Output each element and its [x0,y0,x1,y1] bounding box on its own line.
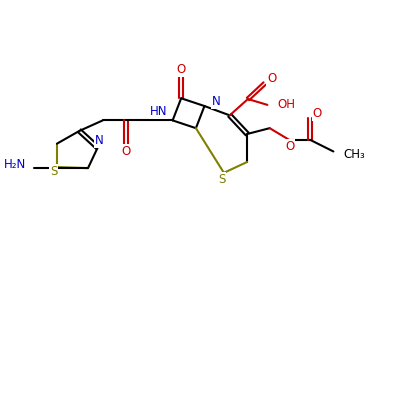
Text: S: S [218,173,226,186]
Text: CH₃: CH₃ [343,148,365,161]
Text: S: S [50,165,58,178]
Text: HN: HN [150,105,168,118]
Text: O: O [312,107,322,120]
Text: O: O [267,72,276,85]
Text: O: O [122,144,131,158]
Text: N: N [212,95,220,108]
Text: O: O [176,64,186,76]
Text: OH: OH [278,98,296,111]
Text: N: N [95,134,104,147]
Text: O: O [285,140,294,152]
Text: H₂N: H₂N [4,158,26,171]
